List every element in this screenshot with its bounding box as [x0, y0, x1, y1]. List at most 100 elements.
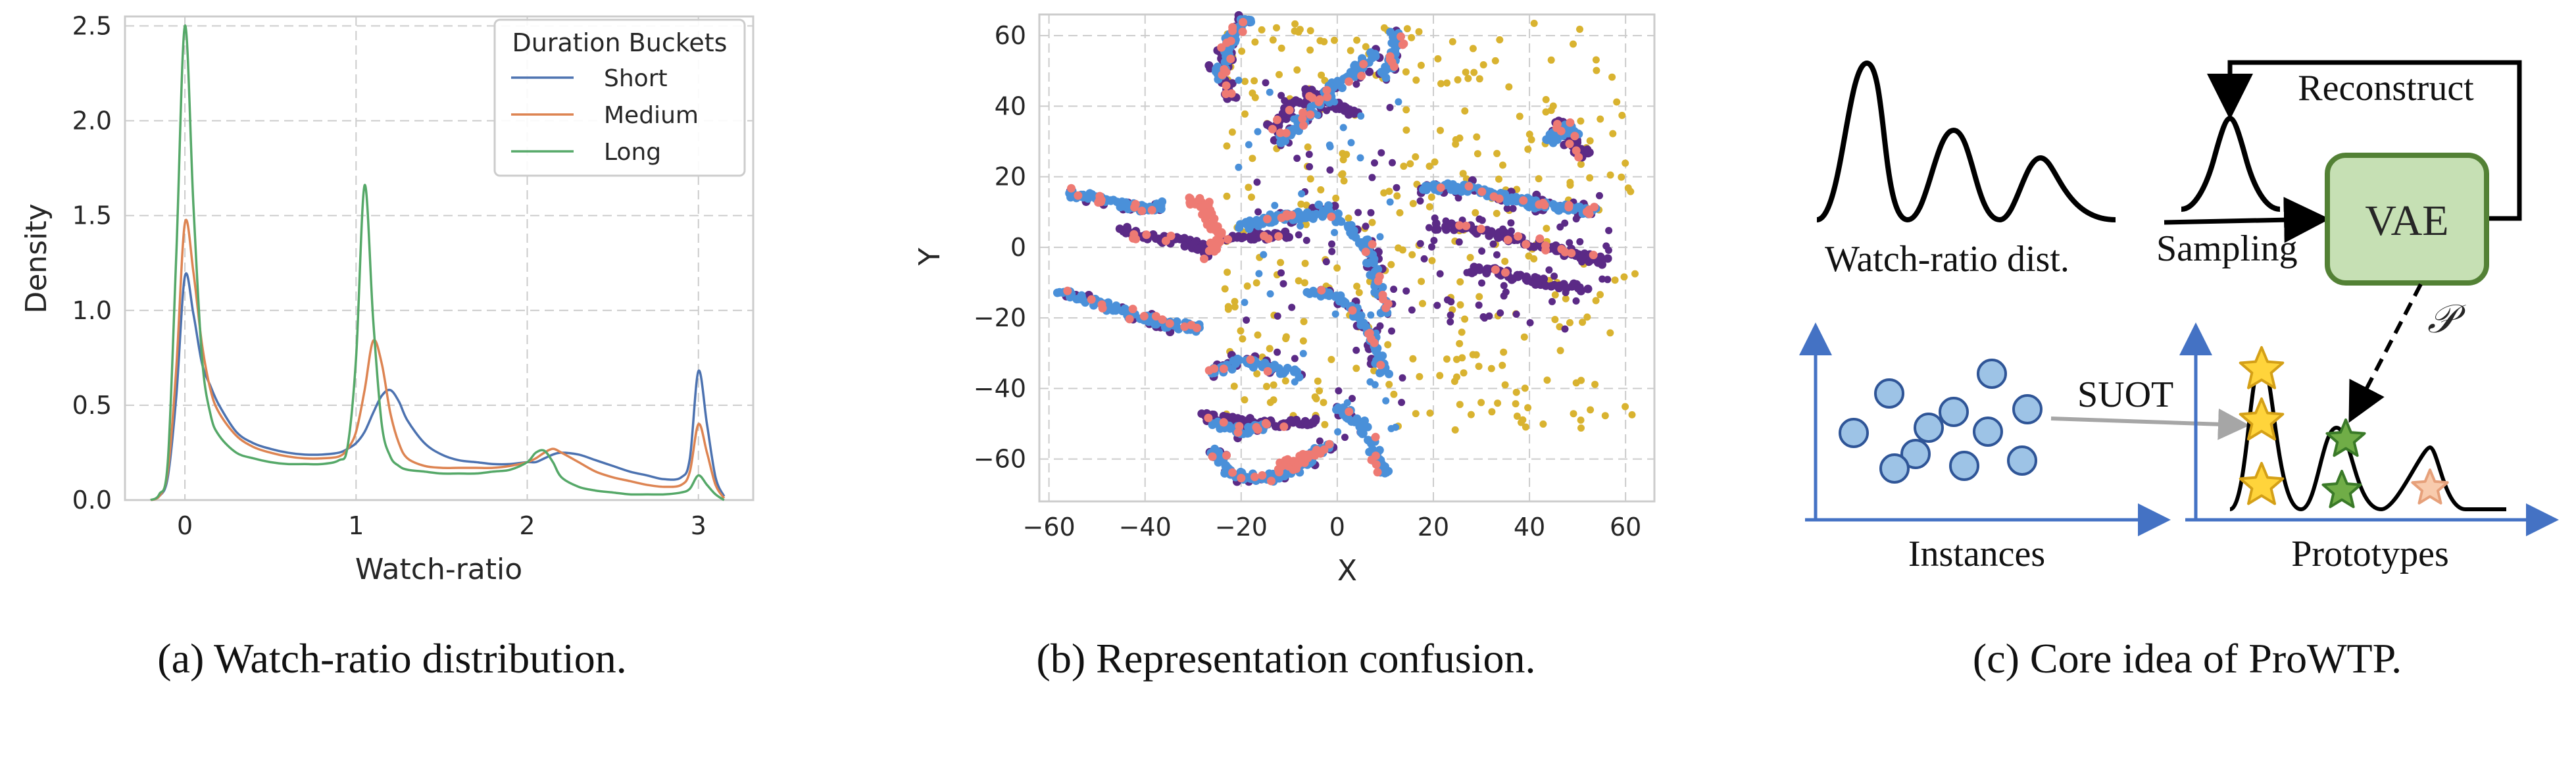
scatter-point-yellow: [1384, 341, 1392, 349]
scatter-point-purple: [1478, 216, 1486, 224]
scatter-point-pink: [1436, 183, 1445, 192]
scatter-point-yellow: [1477, 399, 1485, 407]
scatter-point-purple: [1562, 289, 1570, 297]
scatter-point-blue: [1363, 422, 1372, 432]
scatter-point-blue: [1314, 111, 1322, 119]
legend-label-long: Long: [604, 139, 661, 166]
density-x-tick-label: 3: [691, 511, 706, 540]
scatter-point-yellow: [1611, 276, 1619, 284]
scatter-point-yellow: [1249, 155, 1256, 163]
scatter-point-yellow: [1297, 200, 1305, 208]
scatter-point-pink: [1589, 251, 1598, 259]
scatter-point-purple: [1371, 159, 1378, 167]
scatter-point-yellow: [1472, 351, 1480, 359]
scatter-point-yellow: [1276, 70, 1283, 78]
scatter-point-yellow: [1456, 401, 1464, 409]
scatter-point-pink: [1372, 460, 1381, 469]
scatter-point-yellow: [1601, 412, 1609, 420]
scatter-point-yellow: [1252, 279, 1260, 287]
scatter-point-yellow: [1353, 282, 1361, 290]
scatter-point-yellow: [1496, 36, 1504, 43]
scatter-point-purple: [1500, 282, 1508, 290]
scatter-point-purple: [1174, 234, 1183, 243]
density-chart: 0 1 2 3 0.0 0.5 1.0 1.5 2.0 2.5 Watch-ratio Densi…: [20, 11, 755, 682]
scatter-point-yellow: [1228, 128, 1236, 136]
scatter-point-yellow: [1304, 143, 1312, 151]
prototype-star-icon: [2325, 418, 2366, 457]
scatter-point-pink: [1514, 232, 1523, 241]
scatter-point-blue: [1331, 310, 1339, 318]
scatter-point-pink: [1222, 451, 1231, 460]
scatter-point-purple: [1254, 208, 1262, 216]
scatter-point-blue: [1266, 290, 1274, 298]
scatter-point-yellow: [1586, 174, 1594, 182]
scatter-point-purple: [1441, 222, 1449, 230]
scatter-point-blue: [1078, 295, 1087, 304]
scatter-point-purple: [1277, 91, 1285, 99]
legend-label-medium: Medium: [604, 102, 699, 129]
scatter-point-pink: [1371, 432, 1380, 442]
scatter-point-pink: [1087, 295, 1096, 304]
scatter-point-pink: [1137, 207, 1147, 215]
scatter-point-pink: [1495, 194, 1504, 203]
scatter-point-blue: [1366, 378, 1374, 386]
prototype-star-icon: [2411, 468, 2449, 505]
scatter-point-yellow: [1427, 193, 1435, 201]
scatter-point-yellow: [1412, 76, 1420, 84]
scatter-point-yellow: [1505, 83, 1513, 91]
scatter-point-pink: [1567, 249, 1576, 258]
scatter-point-yellow: [1613, 98, 1621, 106]
scatter-point-blue: [1299, 349, 1307, 357]
scatter-point-yellow: [1577, 117, 1585, 125]
legend-label-short: Short: [604, 65, 668, 92]
scatter-point-purple: [1514, 272, 1523, 282]
scatter-point-yellow: [1576, 26, 1583, 33]
prototype-star-icon: [2239, 346, 2285, 390]
scatter-point-purple: [1308, 418, 1317, 427]
scatter-point-purple: [1408, 306, 1416, 314]
scatter-point-yellow: [1488, 408, 1496, 416]
scatter-point-yellow: [1622, 159, 1629, 167]
scatter-point-pink: [1315, 95, 1324, 104]
scatter-point-yellow: [1572, 379, 1580, 387]
scatter-point-pink: [1261, 418, 1270, 428]
scatter-x-tick-label: −40: [1119, 513, 1172, 542]
scatter-point-yellow: [1499, 361, 1506, 369]
scatter-point-yellow: [1339, 156, 1347, 164]
scatter-point-yellow: [1524, 145, 1532, 153]
scatter-point-blue: [1312, 209, 1321, 218]
scatter-point-blue: [1245, 141, 1252, 149]
density-plot-frame: [124, 15, 755, 501]
scatter-point-purple: [1578, 258, 1586, 266]
scatter-point-purple: [1323, 107, 1331, 114]
suot-arrow: [2050, 408, 2250, 440]
scatter-point-yellow: [1520, 333, 1528, 341]
scatter-point-purple: [1243, 316, 1251, 324]
scatter-point-pink: [1129, 234, 1137, 243]
scatter-point-pink: [1476, 224, 1485, 234]
scatter-point-yellow: [1524, 404, 1532, 412]
scatter-point-yellow: [1542, 95, 1550, 103]
scatter-point-yellow: [1525, 252, 1533, 260]
scatter-point-yellow: [1221, 285, 1229, 293]
scatter-point-yellow: [1452, 136, 1460, 143]
scatter-point-yellow: [1428, 257, 1436, 265]
scatter-y-tick-label: 0: [1010, 233, 1026, 262]
scatter-point-yellow: [1399, 246, 1406, 254]
scatter-x-tick-label: 20: [1418, 513, 1449, 542]
scatter-point-pink: [1327, 213, 1336, 221]
scatter-point-yellow: [1320, 399, 1327, 407]
scatter-point-yellow: [1269, 36, 1277, 44]
scatter-point-yellow: [1258, 26, 1266, 34]
scatter-point-yellow: [1434, 55, 1442, 63]
scatter-point-blue: [1298, 190, 1306, 197]
scatter-point-yellow: [1300, 318, 1308, 326]
scatter-point-pink: [1208, 452, 1217, 461]
scatter-point-purple: [1295, 98, 1304, 107]
scatter-point-yellow: [1302, 201, 1310, 209]
scatter-point-yellow: [1343, 151, 1350, 159]
scatter-point-purple: [1428, 243, 1435, 251]
scatter-point-yellow: [1408, 251, 1416, 259]
scatter-point-yellow: [1535, 175, 1543, 183]
